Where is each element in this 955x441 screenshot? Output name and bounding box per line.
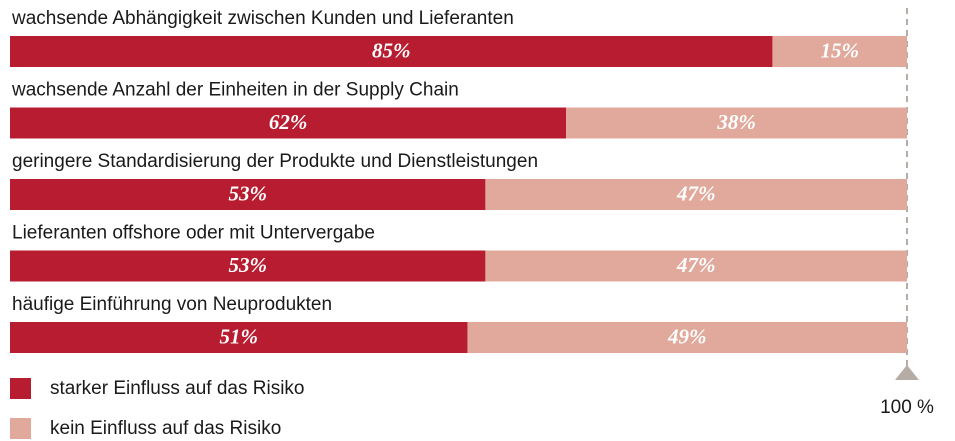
value-label: 62% xyxy=(269,110,308,134)
bar-segment xyxy=(467,322,907,353)
value-label: 53% xyxy=(228,181,267,205)
category-label: geringere Standardisierung der Produkte … xyxy=(12,151,538,172)
value-label: 38% xyxy=(716,110,756,134)
bar-segment xyxy=(10,179,486,210)
bar-segment xyxy=(10,36,773,67)
bar-segment xyxy=(10,322,468,353)
value-label: 51% xyxy=(219,324,258,348)
category-label: wachsende Anzahl der Einheiten in der Su… xyxy=(11,80,459,101)
bar-segment xyxy=(485,250,907,282)
bar-segment xyxy=(772,36,907,67)
bar-segment xyxy=(10,250,486,282)
value-label: 47% xyxy=(676,181,716,205)
bar-segment xyxy=(485,179,907,210)
value-label: 47% xyxy=(676,253,716,277)
legend-label: kein Einfluss auf das Risiko xyxy=(50,418,281,439)
value-label: 15% xyxy=(820,38,859,62)
value-label: 53% xyxy=(228,253,267,277)
category-label: häufige Einführung von Neuprodukten xyxy=(12,294,332,315)
bar-segment xyxy=(566,107,907,139)
category-label: wachsende Abhängigkeit zwischen Kunden u… xyxy=(11,8,514,29)
bar-segment xyxy=(10,107,567,139)
tick-marker xyxy=(895,365,919,380)
legend-swatch xyxy=(10,378,31,399)
category-label: Lieferanten offshore oder mit Unterverga… xyxy=(12,223,375,244)
value-label: 85% xyxy=(372,38,411,62)
legend-label: starker Einfluss auf das Risiko xyxy=(50,378,305,399)
value-label: 49% xyxy=(667,324,707,348)
x-tick-label: 100 % xyxy=(880,397,934,418)
legend-swatch xyxy=(10,418,31,439)
